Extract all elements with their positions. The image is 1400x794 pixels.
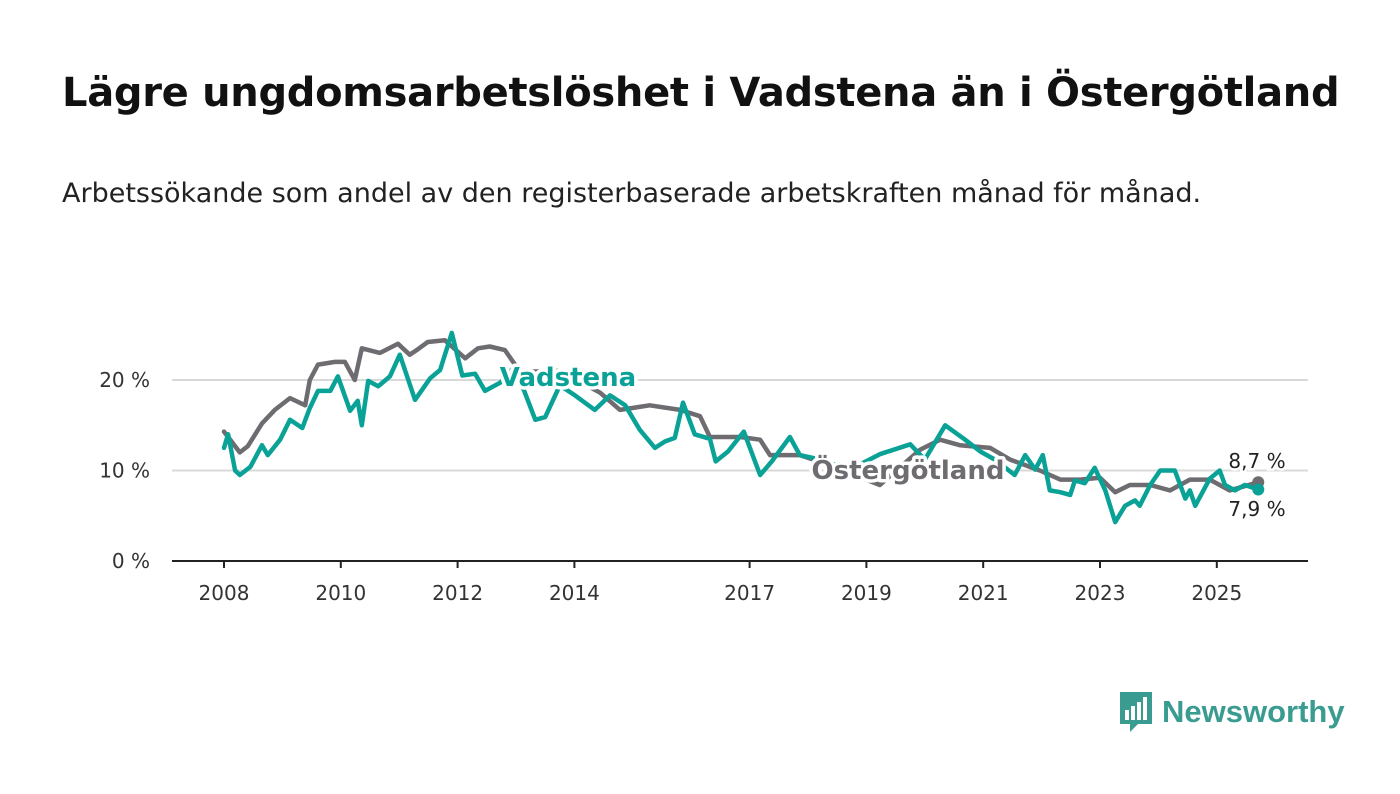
series-end-dot <box>1252 483 1265 496</box>
end-value-label: 8,7 % <box>1228 449 1285 473</box>
x-tick-label: 2010 <box>315 581 366 605</box>
series-label-vadstena: Vadstena <box>500 363 636 393</box>
newsworthy-logo: Newsworthy <box>1118 690 1345 734</box>
y-tick-label: 10 % <box>99 459 150 483</box>
x-tick-label: 2014 <box>549 581 600 605</box>
x-tick-label: 2008 <box>199 581 250 605</box>
x-tick-label: 2023 <box>1075 581 1126 605</box>
chart-title: Lägre ungdomsarbetslöshet i Vadstena än … <box>62 70 1340 116</box>
series-label-ostergotland: Östergötland <box>812 453 1005 486</box>
newsworthy-logo-icon <box>1120 692 1152 732</box>
x-tick-label: 2017 <box>724 581 775 605</box>
x-tick-label: 2025 <box>1191 581 1242 605</box>
y-tick-label: 20 % <box>99 368 150 392</box>
chart-subtitle: Arbetssökande som andel av den registerb… <box>62 178 1202 209</box>
x-tick-label: 2021 <box>958 581 1009 605</box>
series-line-vadstena <box>221 330 1261 525</box>
x-tick-label: 2012 <box>432 581 483 605</box>
brand-name: Newsworthy <box>1162 694 1345 729</box>
series-line-östergötland <box>221 337 1261 495</box>
x-tick-label: 2019 <box>841 581 892 605</box>
end-value-label: 7,9 % <box>1228 497 1285 521</box>
y-tick-label: 0 % <box>112 549 150 573</box>
